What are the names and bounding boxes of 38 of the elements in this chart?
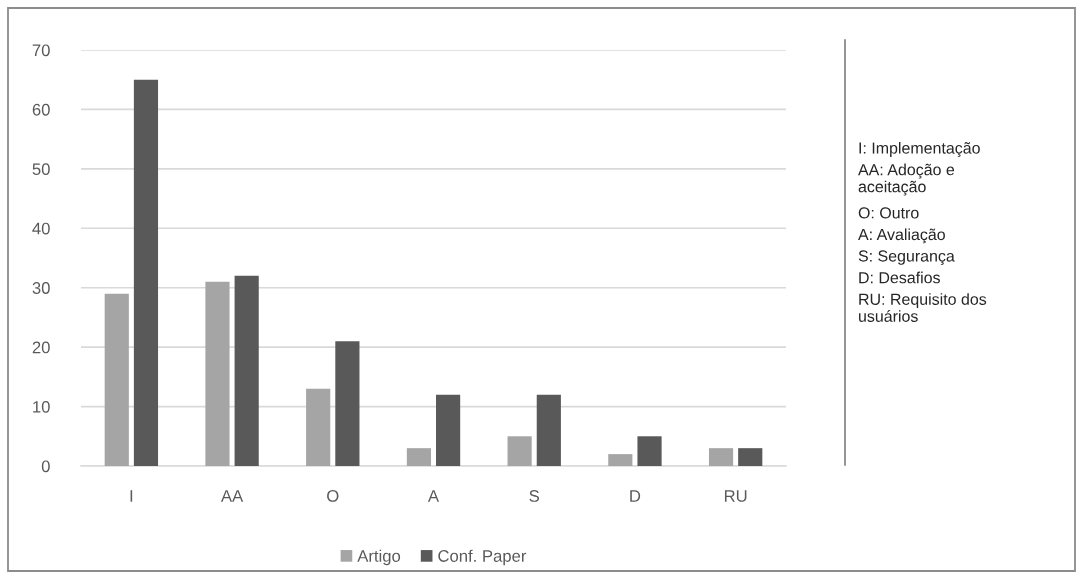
bar <box>104 293 129 466</box>
bar <box>708 448 734 466</box>
bar <box>133 79 159 466</box>
bar <box>738 448 763 466</box>
bar <box>234 275 259 466</box>
bar <box>536 394 561 466</box>
bar <box>306 388 331 466</box>
y-tick-label: 10 <box>33 400 50 413</box>
bar <box>637 436 662 466</box>
text: RU: Requisito dos usuários <box>859 293 987 322</box>
bar <box>436 394 461 466</box>
legend-label: Conf. Paper <box>438 549 527 566</box>
y-tick-label: 40 <box>32 222 50 235</box>
bar <box>406 448 431 466</box>
y-tick-label: 70 <box>32 44 50 57</box>
bar <box>335 341 360 466</box>
y-tick-label: 20 <box>32 341 50 354</box>
text: I: Implementação <box>859 142 980 157</box>
text: AA: Adoção e aceitação <box>858 163 955 196</box>
y-tick-label: 50 <box>32 163 50 176</box>
text: D: Desafios <box>859 271 940 284</box>
x-tick-label: S <box>529 490 540 502</box>
x-tick-label: AA <box>220 490 244 502</box>
bar <box>507 436 532 466</box>
text: O: Outro <box>858 207 919 219</box>
bar <box>205 281 230 466</box>
text: S: Segurança <box>858 250 955 265</box>
text: A: Avaliação <box>858 228 945 244</box>
y-tick-label: 60 <box>32 103 50 116</box>
y-tick-label: 30 <box>32 282 50 294</box>
x-tick-label: A <box>427 490 440 502</box>
x-tick-label: D <box>630 490 641 502</box>
y-tick-label: 0 <box>41 460 50 473</box>
legend-label: Artigo <box>357 549 401 566</box>
x-tick-label: I <box>130 490 133 502</box>
x-tick-label: RU <box>724 490 747 502</box>
bar <box>608 454 633 466</box>
x-tick-label: O <box>327 490 339 502</box>
